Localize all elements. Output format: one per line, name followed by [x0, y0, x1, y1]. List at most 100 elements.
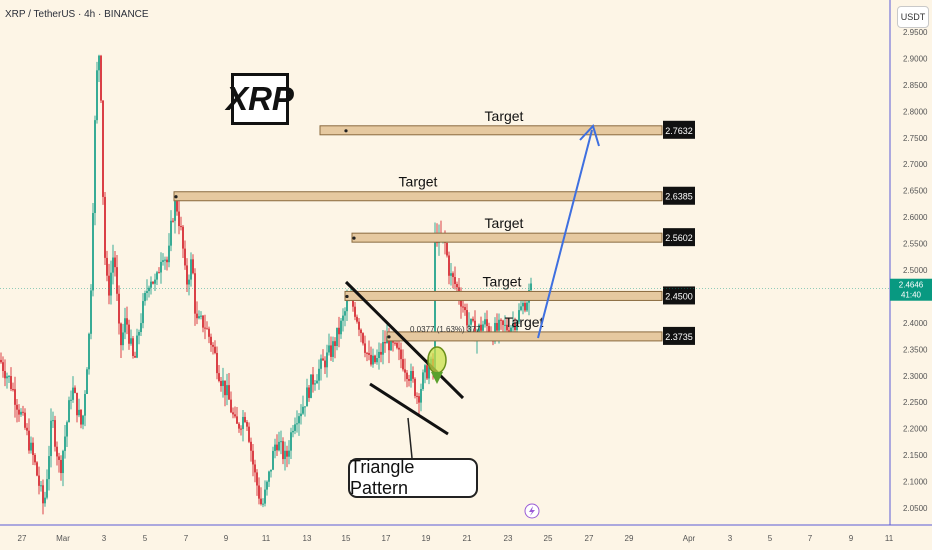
- candle-body: [82, 415, 84, 425]
- candle-body: [420, 389, 422, 403]
- time-tick-label: 15: [342, 534, 351, 543]
- candle-body: [434, 232, 436, 369]
- candle-body: [304, 406, 306, 408]
- candle-body: [374, 355, 376, 363]
- time-tick-label: Apr: [683, 534, 696, 543]
- candle-body: [512, 323, 514, 328]
- candle-body: [256, 472, 258, 486]
- candle-body: [346, 300, 348, 312]
- candle-body: [408, 379, 410, 381]
- candle-body: [20, 411, 22, 415]
- candle-body: [500, 319, 502, 321]
- candle-body: [198, 316, 200, 319]
- candle-body: [250, 441, 252, 451]
- candle-body: [210, 336, 212, 345]
- candle-body: [202, 315, 204, 328]
- candle-body: [456, 284, 458, 288]
- candle-body: [496, 322, 498, 331]
- triangle-pattern-label: Triangle Pattern: [348, 457, 478, 498]
- candle-body: [516, 321, 518, 331]
- time-tick-label: 11: [262, 534, 271, 543]
- candle-body: [324, 360, 326, 368]
- candle-body: [176, 201, 178, 212]
- candle-body: [62, 450, 64, 474]
- price-tick-label: 2.4000: [903, 319, 928, 328]
- candle-body: [398, 347, 400, 350]
- price-tick-label: 2.1500: [903, 451, 928, 460]
- candle-body: [410, 370, 412, 381]
- candle-body: [474, 320, 476, 342]
- candle-body: [254, 464, 256, 473]
- candle-body: [148, 287, 150, 292]
- target-anchor-dot: [352, 236, 356, 240]
- candle-body: [220, 380, 222, 387]
- target-anchor-dot: [345, 294, 349, 299]
- candle-body: [218, 373, 220, 381]
- candle-body: [66, 422, 68, 437]
- candle-body: [122, 332, 124, 346]
- breakout-highlight: [427, 346, 447, 374]
- target-zone: [319, 125, 663, 136]
- candle-body: [168, 245, 170, 263]
- candle-body: [466, 310, 468, 326]
- candle-body: [180, 226, 182, 228]
- candle-body: [138, 331, 140, 336]
- candle-body: [74, 387, 76, 393]
- candle-body: [472, 318, 474, 321]
- candle-body: [464, 307, 466, 311]
- currency-button[interactable]: USDT: [897, 6, 929, 28]
- candle-body: [318, 368, 320, 381]
- candle-body: [22, 411, 24, 413]
- candle-body: [98, 55, 100, 71]
- target-anchor-dot: [344, 129, 348, 133]
- candle-body: [214, 346, 216, 353]
- candle-body: [368, 353, 370, 355]
- time-tick-label: 13: [303, 534, 312, 543]
- candle-body: [224, 380, 226, 396]
- candle-body: [268, 471, 270, 482]
- candle-body: [338, 327, 340, 335]
- candle-body: [530, 283, 532, 291]
- candle-body: [26, 427, 28, 431]
- candle-body: [424, 365, 426, 373]
- candle-body: [146, 291, 148, 293]
- candle-body: [32, 442, 34, 455]
- candle-body: [108, 275, 110, 296]
- target-zone: [351, 232, 663, 243]
- candle-body: [356, 316, 358, 322]
- candle-body: [316, 380, 318, 384]
- price-axis[interactable]: 2.0500 2.1000 2.1500 2.2000 2.2500 2.3000 2.35…: [889, 0, 932, 550]
- candle-body: [2, 362, 4, 371]
- candle-body: [106, 257, 108, 276]
- candle-body: [160, 261, 162, 273]
- target-price-box: [663, 120, 695, 139]
- target-price-box: [663, 326, 695, 345]
- candle-body: [156, 272, 158, 280]
- candle-body: [84, 393, 86, 416]
- price-tick-label: 2.5500: [903, 240, 928, 249]
- price-tick-label: 2.1000: [903, 478, 928, 487]
- candle-body: [58, 456, 60, 460]
- candle-body: [298, 416, 300, 424]
- candle-body: [136, 335, 138, 358]
- price-axis-panel: [890, 0, 932, 550]
- candle-body: [366, 352, 368, 354]
- price-tick-label: 2.2000: [903, 425, 928, 434]
- time-tick-label: 11: [885, 534, 894, 543]
- candle-body: [236, 416, 238, 424]
- candle-body: [288, 450, 290, 457]
- candle-body: [358, 321, 360, 330]
- candle-body: [390, 336, 392, 351]
- candle-body: [150, 281, 152, 288]
- candle-body: [396, 342, 398, 348]
- candle-body: [46, 479, 48, 498]
- candle-body: [262, 503, 264, 505]
- candle-body: [372, 355, 374, 365]
- candle-body: [378, 351, 380, 359]
- time-axis[interactable]: 27 Mar 3 5 7 9 11 13 15 17 19 21 23 25 27 29 Apr 3 5 7 9 11: [0, 524, 932, 550]
- candle-body: [56, 446, 58, 457]
- current-price-value: 2.4646: [899, 281, 924, 290]
- target-zone: [386, 331, 663, 342]
- candle-body: [332, 341, 334, 357]
